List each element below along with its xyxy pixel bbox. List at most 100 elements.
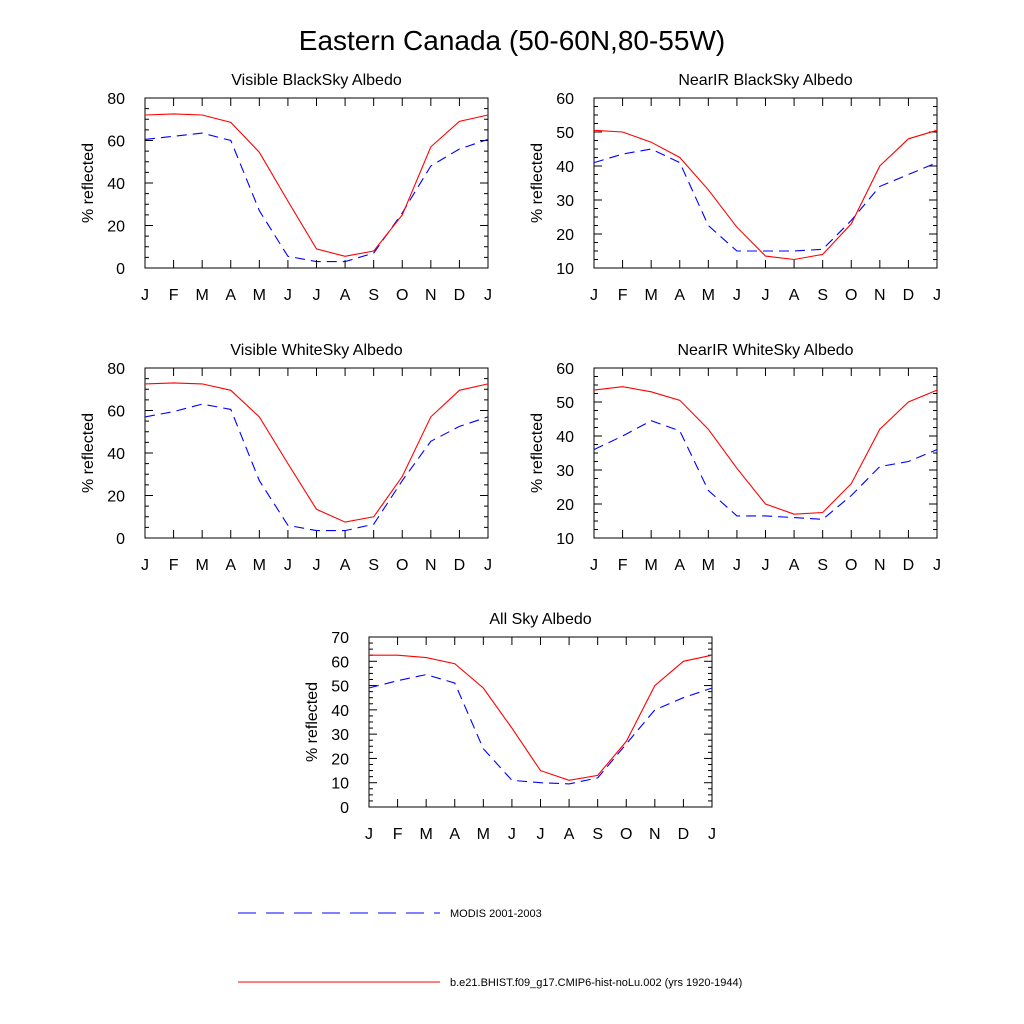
modis-series-line: [144, 132, 489, 263]
x-tick-label: F: [169, 287, 179, 304]
x-tick-label: J: [762, 287, 770, 304]
x-tick-label: J: [762, 557, 770, 574]
x-tick-label: S: [817, 287, 828, 304]
legend-label: MODIS 2001-2003: [450, 908, 542, 920]
y-tick-label: 60: [556, 91, 574, 108]
y-axis-label: % reflected: [80, 413, 97, 493]
x-tick-label: J: [508, 826, 516, 843]
modis-series-line: [368, 674, 713, 785]
x-tick-label: J: [313, 287, 321, 304]
x-tick-label: M: [196, 287, 209, 304]
x-tick-label: J: [733, 557, 741, 574]
x-tick-label: J: [933, 557, 941, 574]
y-tick-label: 30: [556, 193, 574, 210]
x-tick-label: D: [678, 826, 690, 843]
x-tick-label: O: [845, 557, 857, 574]
y-tick-label: 60: [331, 654, 349, 671]
x-tick-label: A: [789, 287, 800, 304]
x-tick-label: S: [817, 557, 828, 574]
y-tick-label: 60: [556, 361, 574, 378]
x-tick-label: F: [618, 557, 628, 574]
x-tick-label: M: [645, 557, 658, 574]
panel-title: NearIR BlackSky Albedo: [678, 72, 852, 89]
y-tick-label: 50: [331, 679, 349, 696]
y-tick-label: 20: [107, 219, 125, 236]
x-tick-label: A: [225, 287, 236, 304]
x-tick-label: J: [708, 826, 716, 843]
x-tick-label: N: [874, 287, 886, 304]
x-tick-label: A: [564, 826, 575, 843]
x-tick-label: J: [365, 826, 373, 843]
model-series-line: [144, 382, 489, 523]
y-tick-label: 40: [556, 429, 574, 446]
x-tick-label: O: [845, 287, 857, 304]
y-tick-label: 40: [107, 446, 125, 463]
x-tick-label: M: [645, 287, 658, 304]
panel-title: NearIR WhiteSky Albedo: [677, 342, 853, 359]
x-tick-label: A: [449, 826, 460, 843]
x-tick-label: A: [674, 557, 685, 574]
x-tick-label: M: [196, 557, 209, 574]
x-tick-label: J: [933, 287, 941, 304]
x-tick-label: J: [141, 287, 149, 304]
y-tick-label: 20: [556, 227, 574, 244]
modis-series-line: [593, 148, 938, 252]
x-tick-label: N: [425, 287, 437, 304]
x-tick-label: D: [454, 287, 466, 304]
model-series-line: [593, 386, 938, 515]
x-tick-label: M: [702, 557, 715, 574]
panel-title: All Sky Albedo: [489, 611, 591, 628]
x-tick-label: A: [789, 557, 800, 574]
y-tick-label: 10: [556, 261, 574, 278]
x-tick-label: O: [396, 557, 408, 574]
panel-title: Visible WhiteSky Albedo: [230, 342, 402, 359]
x-tick-label: D: [903, 287, 915, 304]
x-tick-label: J: [537, 826, 545, 843]
y-tick-label: 0: [116, 261, 125, 278]
x-tick-label: J: [141, 557, 149, 574]
model-series-line: [144, 113, 489, 257]
x-tick-label: S: [368, 287, 379, 304]
model-series-line: [593, 129, 938, 261]
y-tick-label: 30: [556, 463, 574, 480]
y-tick-label: 10: [331, 776, 349, 793]
x-tick-label: J: [590, 287, 598, 304]
plot-frame: [144, 97, 489, 269]
x-tick-label: F: [169, 557, 179, 574]
x-tick-label: N: [874, 557, 886, 574]
plot-frame: [144, 367, 489, 539]
plot-frame: [368, 636, 713, 808]
x-tick-label: A: [674, 287, 685, 304]
x-tick-label: O: [620, 826, 632, 843]
x-tick-label: J: [484, 287, 492, 304]
figure-title: Eastern Canada (50-60N,80-55W): [299, 25, 725, 56]
y-tick-label: 20: [107, 489, 125, 506]
y-tick-label: 10: [556, 531, 574, 548]
y-tick-label: 80: [107, 361, 125, 378]
x-tick-label: J: [484, 557, 492, 574]
y-tick-label: 0: [116, 531, 125, 548]
x-tick-label: O: [396, 287, 408, 304]
y-axis-label: % reflected: [80, 143, 97, 223]
y-tick-label: 80: [107, 91, 125, 108]
x-tick-label: A: [340, 287, 351, 304]
x-tick-label: J: [284, 557, 292, 574]
x-tick-label: A: [225, 557, 236, 574]
x-tick-label: M: [253, 557, 266, 574]
x-tick-label: M: [253, 287, 266, 304]
x-tick-label: S: [368, 557, 379, 574]
x-tick-label: F: [393, 826, 403, 843]
y-axis-label: % reflected: [304, 682, 321, 762]
y-tick-label: 70: [331, 630, 349, 647]
legend: MODIS 2001-2003 b.e21.BHIST.f09_g17.CMIP6…: [238, 908, 742, 989]
y-tick-label: 60: [107, 134, 125, 151]
y-tick-label: 30: [331, 727, 349, 744]
plot-frame: [593, 367, 938, 539]
legend-label: b.e21.BHIST.f09_g17.CMIP6-hist-noLu.002 …: [450, 977, 742, 989]
y-tick-label: 40: [331, 703, 349, 720]
